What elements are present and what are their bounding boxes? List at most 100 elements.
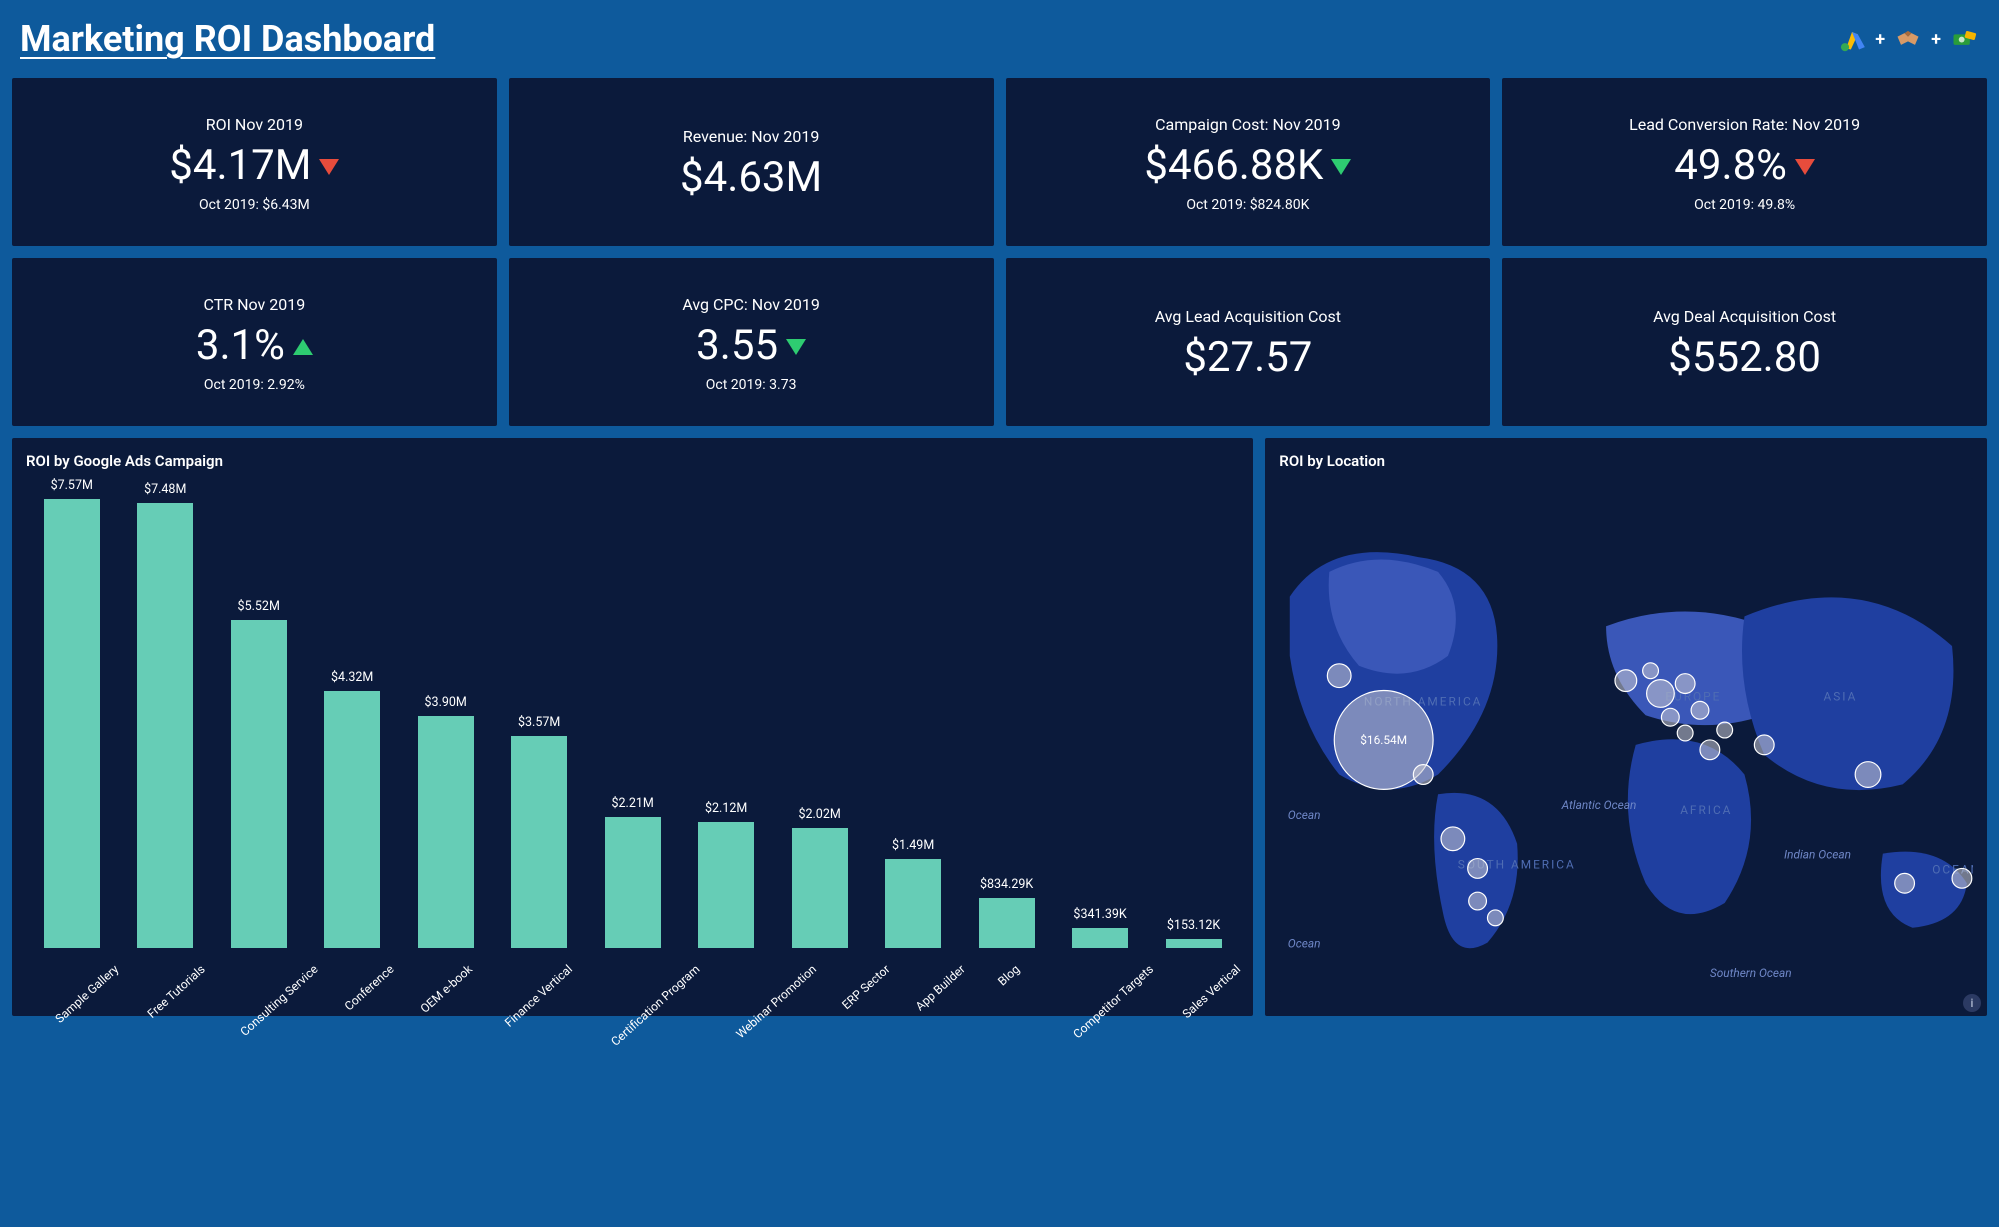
bar[interactable]: $2.21M: [593, 478, 672, 948]
dashboard-header: Marketing ROI Dashboard + +: [12, 12, 1987, 78]
svg-text:Ocean: Ocean: [1288, 808, 1321, 822]
trend-down-icon: [319, 159, 339, 175]
bar-category-label: Sales Vertical: [1179, 962, 1242, 1021]
bar-value-label: $2.12M: [705, 801, 747, 816]
kpi-card-avg-lead-cost[interactable]: Avg Lead Acquisition Cost $27.57: [1006, 258, 1491, 426]
trend-down-icon: [1331, 159, 1351, 175]
bar-value-label: $7.57M: [51, 478, 93, 493]
bar-value-label: $3.57M: [518, 715, 560, 730]
kpi-value: $27.57: [1183, 336, 1312, 380]
bar[interactable]: $3.57M: [499, 478, 578, 948]
kpi-sublabel: Oct 2019: 49.8%: [1694, 197, 1795, 213]
x-label: Certification Program: [579, 954, 693, 973]
kpi-value-row: $4.63M: [680, 156, 822, 200]
bar-category-label: ERP Sector: [839, 962, 892, 1012]
kpi-label: Avg Deal Acquisition Cost: [1653, 307, 1836, 326]
bar-rect: [137, 503, 193, 948]
bar-category-label: Finance Vertical: [502, 962, 575, 1030]
panel-title: ROI by Google Ads Campaign: [26, 452, 1239, 470]
kpi-card-avg-cpc[interactable]: Avg CPC: Nov 20193.55Oct 2019: 3.73: [509, 258, 994, 426]
kpi-card-roi[interactable]: ROI Nov 2019$4.17MOct 2019: $6.43M: [12, 78, 497, 246]
bar[interactable]: $2.12M: [686, 478, 765, 948]
bar[interactable]: $153.12K: [1154, 478, 1233, 948]
bar-rect: [605, 817, 661, 948]
bar-value-label: $153.12K: [1167, 918, 1220, 933]
svg-text:AFRICA: AFRICA: [1681, 803, 1733, 817]
bar-rect: [1072, 928, 1128, 948]
bar[interactable]: $341.39K: [1060, 478, 1139, 948]
kpi-card-revenue[interactable]: Revenue: Nov 2019$4.63M: [509, 78, 994, 246]
bar[interactable]: $5.52M: [219, 478, 298, 948]
bar[interactable]: $3.90M: [406, 478, 485, 948]
bar-category-label: Conference: [341, 962, 396, 1013]
trend-down-icon: [786, 339, 806, 355]
handshake-icon: [1893, 26, 1923, 52]
google-ads-icon: [1837, 26, 1867, 52]
kpi-card-campaign-cost[interactable]: Campaign Cost: Nov 2019 $466.88K Oct 2019:…: [1006, 78, 1491, 246]
bar-category-label: Competitor Targets: [1070, 962, 1156, 1041]
bar-rect: [511, 736, 567, 948]
bar-value-label: $2.21M: [611, 796, 653, 811]
page-title: Marketing ROI Dashboard: [20, 18, 435, 60]
world-map[interactable]: NORTH AMERICASOUTH AMERICAEUROPEAFRICAAS…: [1279, 478, 1973, 992]
x-label: Blog: [973, 954, 1030, 973]
kpi-value: 3.55: [696, 324, 778, 368]
x-label: Webinar Promotion: [707, 954, 810, 973]
bar-rect: [44, 499, 100, 948]
x-label: Consulting Service: [212, 954, 311, 973]
kpi-sublabel: Oct 2019: $824.80K: [1186, 197, 1309, 213]
kpi-card-ctr[interactable]: CTR Nov 20193.1%Oct 2019: 2.92%: [12, 258, 497, 426]
bar-value-label: $834.29K: [980, 877, 1033, 892]
kpi-label: Avg Lead Acquisition Cost: [1155, 307, 1341, 326]
kpi-label: Campaign Cost: Nov 2019: [1155, 115, 1341, 134]
bar-rect: [979, 898, 1035, 948]
svg-text:Indian Ocean: Indian Ocean: [1784, 848, 1851, 862]
kpi-value-row: $4.17M: [169, 144, 339, 188]
bar-category-label: OEM e-book: [417, 962, 474, 1016]
bar[interactable]: $7.57M: [32, 478, 111, 948]
kpi-value: 49.8%: [1674, 144, 1787, 188]
bar[interactable]: $4.32M: [312, 478, 391, 948]
kpi-value-row: $27.57: [1183, 336, 1312, 380]
kpi-value: $4.17M: [169, 144, 311, 188]
x-label: Finance Vertical: [480, 954, 566, 973]
money-icon: [1949, 26, 1979, 52]
x-label: OEM e-book: [401, 954, 466, 973]
bar[interactable]: $2.02M: [780, 478, 859, 948]
bar[interactable]: $1.49M: [873, 478, 952, 948]
kpi-card-lead-conv[interactable]: Lead Conversion Rate: Nov 201949.8%Oct 2…: [1502, 78, 1987, 246]
bar-value-label: $1.49M: [892, 838, 934, 853]
trend-up-icon: [293, 339, 313, 355]
header-integrations: + +: [1837, 26, 1979, 52]
kpi-label: CTR Nov 2019: [204, 295, 306, 314]
x-label: Sales Vertical: [1161, 954, 1234, 973]
svg-text:Southern Ocean: Southern Ocean: [1710, 966, 1792, 980]
bar-rect: [698, 822, 754, 948]
panel-title: ROI by Location: [1279, 452, 1973, 470]
bar-rect: [1166, 939, 1222, 948]
bar-value-label: $341.39K: [1073, 907, 1126, 922]
bar-value-label: $4.32M: [331, 670, 373, 685]
bar-rect: [792, 828, 848, 948]
bar-category-label: Sample Gallery: [53, 962, 122, 1026]
kpi-value: $466.88K: [1144, 144, 1323, 188]
bar-chart[interactable]: $7.57M $7.48M $5.52M $4.32M $3.90M $3.57M $2.2…: [26, 478, 1239, 948]
bar-value-label: $5.52M: [238, 599, 280, 614]
bar-rect: [418, 716, 474, 948]
panels-row: ROI by Google Ads Campaign $7.57M$7.48M$…: [12, 438, 1987, 1016]
x-label: Conference: [326, 954, 387, 973]
bar[interactable]: $7.48M: [125, 478, 204, 948]
kpi-value: $552.80: [1668, 336, 1821, 380]
kpi-value-row: 3.55: [696, 324, 806, 368]
kpi-value: $4.63M: [680, 156, 822, 200]
bar-value-label: $2.02M: [798, 807, 840, 822]
bar[interactable]: $834.29K: [967, 478, 1046, 948]
bar-category-label: Free Tutorials: [145, 962, 208, 1021]
x-label: Sample Gallery: [32, 954, 112, 973]
kpi-value-row: 49.8%: [1674, 144, 1815, 188]
roi-by-location-panel: ROI by Location NORTH AMERICASOUTH AMERI…: [1265, 438, 1987, 1016]
kpi-card-avg-deal-cost[interactable]: Avg Deal Acquisition Cost $552.80: [1502, 258, 1987, 426]
bar-rect: [231, 620, 287, 948]
info-icon[interactable]: i: [1963, 994, 1981, 1012]
bar-category-label: Certification Program: [609, 962, 703, 1049]
